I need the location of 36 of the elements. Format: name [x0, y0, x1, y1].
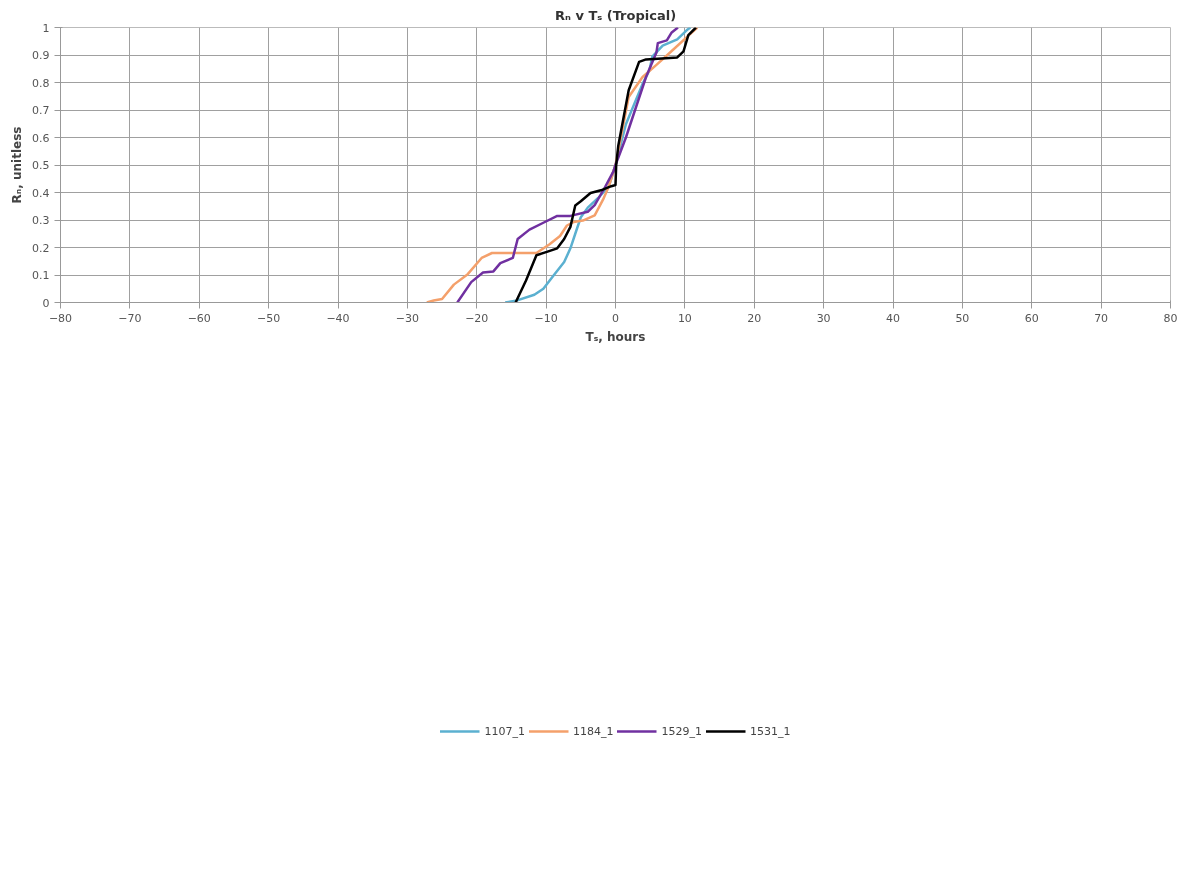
- x-tick-label: 10: [677, 311, 692, 325]
- x-tick-label: −80: [48, 311, 73, 325]
- x-tick-label: 70: [1094, 311, 1109, 325]
- y-tick-label: 0.5: [32, 159, 50, 172]
- y-tick-label: 1: [42, 21, 50, 35]
- legend-label: 1531_1: [750, 724, 791, 738]
- y-tick-label: 0.6: [32, 131, 50, 145]
- chart-title: Rₙ v Tₛ (Tropical): [554, 7, 677, 23]
- y-tick-label: 0.2: [32, 241, 50, 255]
- x-tick-label: −30: [395, 311, 419, 325]
- y-tick-label: 0.3: [32, 214, 50, 227]
- line-series: [456, 27, 680, 303]
- x-tick-label: −40: [326, 311, 350, 325]
- y-tick-label: 0.1: [32, 269, 50, 282]
- x-tick-label: 60: [1024, 311, 1039, 325]
- x-tick-label: 50: [955, 311, 970, 325]
- x-tick-label: −50: [257, 311, 281, 325]
- x-tick-label: −10: [534, 311, 558, 325]
- x-tick-label: 40: [886, 311, 900, 325]
- x-tick-label: −60: [187, 311, 211, 325]
- x-tick-label: 30: [816, 311, 831, 325]
- y-tick-label: 0.4: [32, 186, 50, 200]
- x-tick-label: 20: [747, 311, 762, 325]
- legend-label: 1184_1: [573, 724, 614, 738]
- y-tick-label: 0: [42, 296, 50, 310]
- x-tick-label: 0: [612, 311, 619, 325]
- y-axis-title: Rₙ, unitless: [10, 126, 25, 204]
- x-tick-label: −70: [118, 311, 142, 325]
- y-tick-label: 0.9: [32, 49, 50, 62]
- y-tick-label: 0.7: [32, 104, 50, 117]
- y-tick-label: 0.8: [32, 76, 50, 90]
- legend-label: 1107_1: [484, 724, 525, 738]
- legend-label: 1529_1: [661, 724, 702, 738]
- x-tick-label: −20: [465, 311, 489, 325]
- x-tick-label: 80: [1163, 311, 1178, 325]
- x-axis-title: Tₛ, hours: [585, 329, 646, 344]
